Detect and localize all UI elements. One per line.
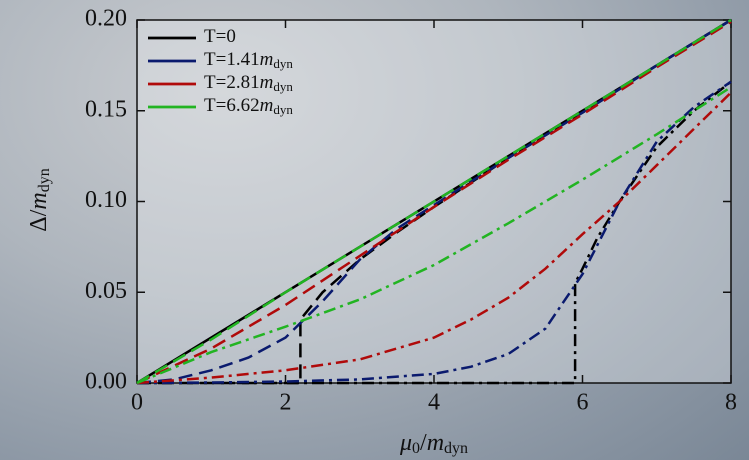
x-label-part: 0 <box>412 440 420 457</box>
x-axis-label: μ0/mdyn <box>399 430 468 457</box>
x-tick-label: 6 <box>577 390 589 416</box>
legend-label-part: dyn <box>273 79 293 94</box>
legend-label: T=0 <box>204 26 236 47</box>
legend-label-part: T=6.62 <box>204 95 260 116</box>
y-axis-label: Δ/mdyn <box>26 168 53 231</box>
y-tick-label: 0.10 <box>85 187 127 213</box>
legend-label-part: dyn <box>273 102 293 117</box>
legend-label-part: m <box>260 49 274 70</box>
series-line <box>136 86 732 385</box>
x-label-part: m <box>427 430 444 456</box>
legend-label: T=1.41mdyn <box>204 49 293 71</box>
legend-label-part: T=1.41 <box>204 49 260 70</box>
series-line <box>136 18 732 385</box>
legend-label-part: m <box>260 72 274 93</box>
x-tick-label: 0 <box>131 390 143 416</box>
y-label-part: dyn <box>36 168 53 192</box>
y-tick-label: 0.05 <box>85 278 127 304</box>
legend-label-part: m <box>260 95 274 116</box>
y-tick-label: 0.15 <box>85 96 127 122</box>
series-line <box>136 18 732 385</box>
legend-label-part: T=2.81 <box>204 72 260 93</box>
series-line <box>136 20 732 385</box>
y-tick-label: 0.00 <box>85 369 127 395</box>
x-tick-label: 8 <box>725 390 737 416</box>
legend-label: T=6.62mdyn <box>204 95 293 117</box>
x-label-part: dyn <box>444 440 468 457</box>
legend-label-part: T=0 <box>204 26 236 47</box>
x-label-part: μ <box>399 430 412 456</box>
series-line <box>137 80 732 385</box>
y-label-part: m <box>26 192 52 209</box>
y-tick-label: 0.20 <box>85 6 127 32</box>
legend-label: T=2.81mdyn <box>204 72 293 94</box>
x-tick-label: 4 <box>428 390 440 416</box>
x-label-part: / <box>420 430 427 456</box>
legend-label-part: dyn <box>273 56 293 71</box>
y-label-part: Δ/ <box>26 209 52 231</box>
x-tick-label: 2 <box>280 390 292 416</box>
series-line <box>136 91 732 385</box>
